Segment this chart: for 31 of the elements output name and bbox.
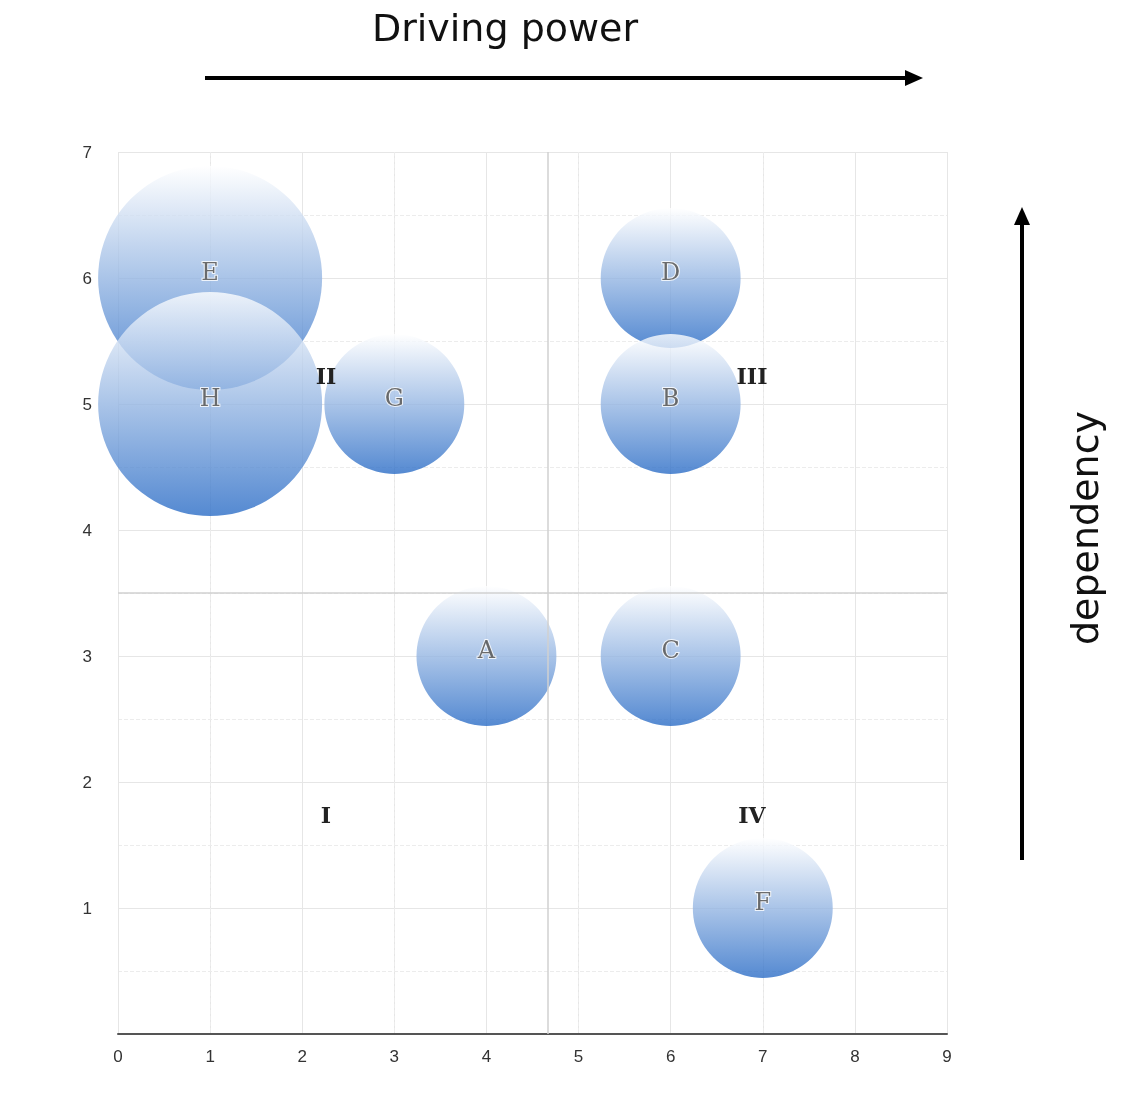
x-tick-label: 6 xyxy=(665,1047,676,1066)
x-tick-label: 8 xyxy=(850,1047,860,1066)
series-label: G xyxy=(384,384,404,412)
annotation: I xyxy=(320,802,332,828)
y-tick-label: 6 xyxy=(82,268,92,288)
x-tick-label: 1 xyxy=(205,1047,215,1066)
annotation: IV xyxy=(738,802,767,828)
x-tick-label: 0 xyxy=(113,1047,123,1066)
y-tick-label: 5 xyxy=(82,394,92,414)
y-tick-label: 1 xyxy=(82,898,92,918)
series-label: B xyxy=(661,384,680,412)
x-tick-label: 9 xyxy=(942,1047,952,1066)
x-tick-label: 5 xyxy=(573,1047,584,1066)
x-axis-title: Driving power xyxy=(370,6,640,50)
x-tick-label: 4 xyxy=(481,1047,492,1066)
annotation: II xyxy=(315,363,337,389)
series-label: E xyxy=(201,258,219,286)
y-axis-title: dependency xyxy=(1063,410,1107,646)
y-tick-label: 4 xyxy=(82,520,92,540)
series-label: F xyxy=(754,888,772,916)
y-tick-label: 3 xyxy=(82,646,92,666)
x-tick-label: 7 xyxy=(758,1047,768,1066)
y-tick-label: 7 xyxy=(82,142,92,162)
y-tick-label: 2 xyxy=(82,772,92,792)
annotation: III xyxy=(736,363,768,389)
series-label: D xyxy=(661,258,681,286)
series-label: A xyxy=(476,636,496,664)
series-label: H xyxy=(199,384,221,412)
x-tick-label: 2 xyxy=(297,1047,307,1066)
x-tick-label: 3 xyxy=(389,1047,400,1066)
series-label: C xyxy=(661,636,680,664)
